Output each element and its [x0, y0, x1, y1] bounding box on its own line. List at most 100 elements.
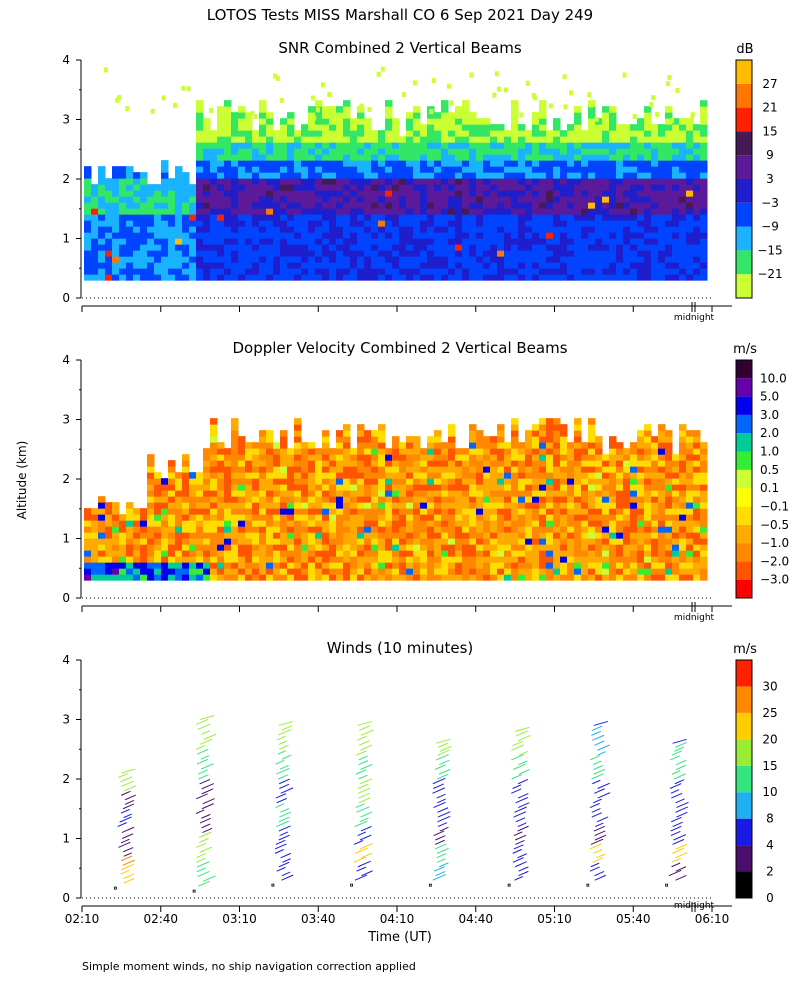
snr-cell	[427, 202, 435, 209]
snr-cell	[406, 232, 414, 239]
snr-cell	[658, 196, 666, 203]
vel-cell	[448, 430, 456, 437]
vel-cell	[427, 544, 435, 551]
vel-cell	[476, 472, 484, 479]
vel-cell	[224, 574, 232, 581]
snr-cell	[378, 208, 386, 215]
vel-cell	[112, 550, 120, 557]
snr-cell	[497, 172, 505, 179]
snr-cell	[581, 154, 589, 161]
snr-cell	[525, 160, 533, 167]
snr-cell	[196, 112, 204, 119]
snr-cell	[637, 214, 645, 221]
snr-cell	[308, 172, 316, 179]
vel-cell	[84, 556, 92, 563]
snr-cell	[644, 154, 652, 161]
snr-cell	[644, 256, 652, 263]
snr-cell	[658, 226, 666, 233]
snr-cell	[567, 154, 575, 161]
vel-cell	[238, 574, 246, 581]
snr-cell	[280, 274, 288, 281]
snr-cell	[147, 214, 155, 221]
wind-barb	[597, 792, 611, 799]
vel-cell	[420, 532, 428, 539]
vel-cell	[399, 574, 407, 581]
vel-cell	[455, 448, 463, 455]
snr-cell	[140, 238, 148, 245]
colorbar-label: −0.5	[760, 518, 789, 532]
vel-cell	[224, 562, 232, 569]
snr-cell	[217, 124, 225, 131]
vel-cell	[630, 490, 638, 497]
snr-cell	[497, 154, 505, 161]
vel-cell	[532, 556, 540, 563]
snr-cell	[91, 202, 99, 209]
vel-cell	[504, 448, 512, 455]
vel-cell	[371, 556, 379, 563]
vel-cell	[595, 496, 603, 503]
vel-cell	[483, 538, 491, 545]
vel-cell	[700, 490, 708, 497]
snr-cell	[140, 256, 148, 263]
vel-cell	[371, 430, 379, 437]
vel-cell	[84, 550, 92, 557]
wind-barb	[124, 799, 135, 805]
vel-cell	[392, 538, 400, 545]
snr-cell	[630, 274, 638, 281]
vel-cell	[686, 496, 694, 503]
snr-cell	[518, 256, 526, 263]
vel-cell	[315, 472, 323, 479]
snr-cell	[203, 160, 211, 167]
snr-cell	[658, 238, 666, 245]
vel-cell	[567, 490, 575, 497]
vel-cell	[504, 514, 512, 521]
y-tick-label: 3	[62, 413, 70, 427]
snr-cell	[224, 232, 232, 239]
vel-cell	[259, 436, 267, 443]
snr-cell	[175, 190, 183, 197]
vel-cell	[609, 484, 617, 491]
snr-cell	[679, 208, 687, 215]
vel-cell	[147, 562, 155, 569]
vel-cell	[665, 490, 673, 497]
snr-cell	[616, 226, 624, 233]
vel-cell	[560, 496, 568, 503]
snr-cell	[182, 226, 190, 233]
vel-cell	[315, 502, 323, 509]
snr-cell	[665, 142, 673, 149]
snr-cell	[518, 124, 526, 131]
vel-cell	[182, 532, 190, 539]
snr-cell	[518, 208, 526, 215]
vel-cell	[322, 484, 330, 491]
snr-cell	[441, 124, 449, 131]
snr-cell	[357, 244, 365, 251]
vel-cell	[574, 562, 582, 569]
snr-cell	[511, 208, 519, 215]
vel-cell	[455, 484, 463, 491]
snr-cell	[189, 226, 197, 233]
snr-cell	[315, 166, 323, 173]
snr-cell	[91, 268, 99, 275]
vel-cell	[399, 562, 407, 569]
vel-cell	[126, 568, 134, 575]
colorbar-label: −0.1	[760, 499, 789, 513]
colorbar-swatch	[736, 739, 752, 766]
vel-cell	[595, 550, 603, 557]
vel-cell	[112, 532, 120, 539]
snr-cell	[84, 202, 92, 209]
vel-cell	[546, 526, 554, 533]
snr-cell	[602, 142, 610, 149]
wind-barb	[278, 720, 294, 726]
snr-cell	[224, 142, 232, 149]
vel-cell	[518, 508, 526, 515]
snr-cell	[336, 190, 344, 197]
snr-cell	[448, 148, 456, 155]
snr-cell	[231, 232, 239, 239]
snr-cell	[301, 274, 309, 281]
snr-cell	[105, 274, 113, 281]
vel-cell	[630, 460, 638, 467]
vel-cell	[238, 478, 246, 485]
snr-cell	[420, 256, 428, 263]
